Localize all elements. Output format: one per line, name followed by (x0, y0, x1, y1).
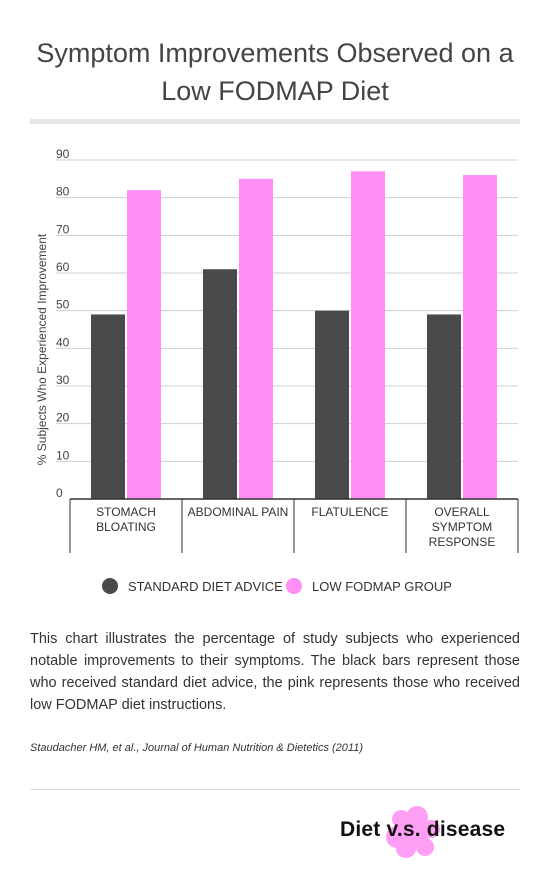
y-tick-label: 70 (56, 222, 70, 236)
bar-chart: 0 10 20 30 40 50 60 70 80 90 % Subjects Who Experi… (35, 147, 519, 553)
site-logo[interactable]: Diet v.s. disease (336, 806, 526, 858)
legend-label-standard: STANDARD DIET ADVICE (128, 578, 283, 594)
bar-lowfodmap (463, 175, 497, 500)
bar-standard (91, 314, 125, 499)
legend-item-standard: STANDARD DIET ADVICE (102, 578, 283, 594)
bar-standard (203, 269, 237, 499)
bar-standard (315, 310, 349, 499)
chart-title: Symptom Improvements Observed on a Low F… (36, 38, 514, 106)
legend-label-lowfodmap: LOW FODMAP GROUP (312, 578, 452, 594)
logo-grape-decoration (422, 820, 440, 838)
y-tick-label: 0 (56, 486, 63, 500)
x-category-label: ABDOMINAL PAIN (188, 505, 289, 519)
bar-lowfodmap (351, 171, 385, 500)
bar-standard (427, 314, 461, 499)
x-category-label: STOMACH (96, 505, 156, 519)
y-tick-label: 20 (56, 411, 70, 425)
x-category-label: FLATULENCE (311, 505, 388, 519)
legend-swatch-lowfodmap (286, 578, 302, 594)
bar-lowfodmap (127, 190, 161, 499)
y-tick-label: 90 (56, 147, 70, 161)
y-tick-label: 10 (56, 448, 70, 462)
x-category-label: RESPONSE (429, 535, 496, 549)
x-category-label: OVERALL (434, 505, 490, 519)
logo-grape-decoration (416, 838, 434, 856)
logo-grape-decoration (406, 806, 428, 828)
legend-item-lowfodmap: LOW FODMAP GROUP (286, 578, 452, 594)
footer-divider (30, 789, 520, 790)
y-tick-label: 40 (56, 335, 70, 349)
logo-grape-decoration (396, 840, 416, 858)
chart-caption: This chart illustrates the percentage of… (30, 631, 520, 713)
y-tick-label: 50 (56, 298, 70, 312)
y-axis-title: % Subjects Who Experienced Improvement (35, 233, 49, 465)
legend-swatch-standard (102, 578, 118, 594)
y-tick-label: 80 (56, 185, 70, 199)
x-category-label: BLOATING (96, 520, 156, 534)
y-tick-label: 60 (56, 260, 70, 274)
logo-text: Diet v.s. disease (340, 818, 506, 841)
title-divider (30, 119, 520, 124)
bar-lowfodmap (239, 178, 273, 500)
x-category-label: SYMPTOM (432, 520, 492, 534)
source-citation: Staudacher HM, et al., Journal of Human … (30, 742, 364, 754)
y-tick-label: 30 (56, 373, 70, 387)
logo-grape-decoration (392, 810, 410, 828)
